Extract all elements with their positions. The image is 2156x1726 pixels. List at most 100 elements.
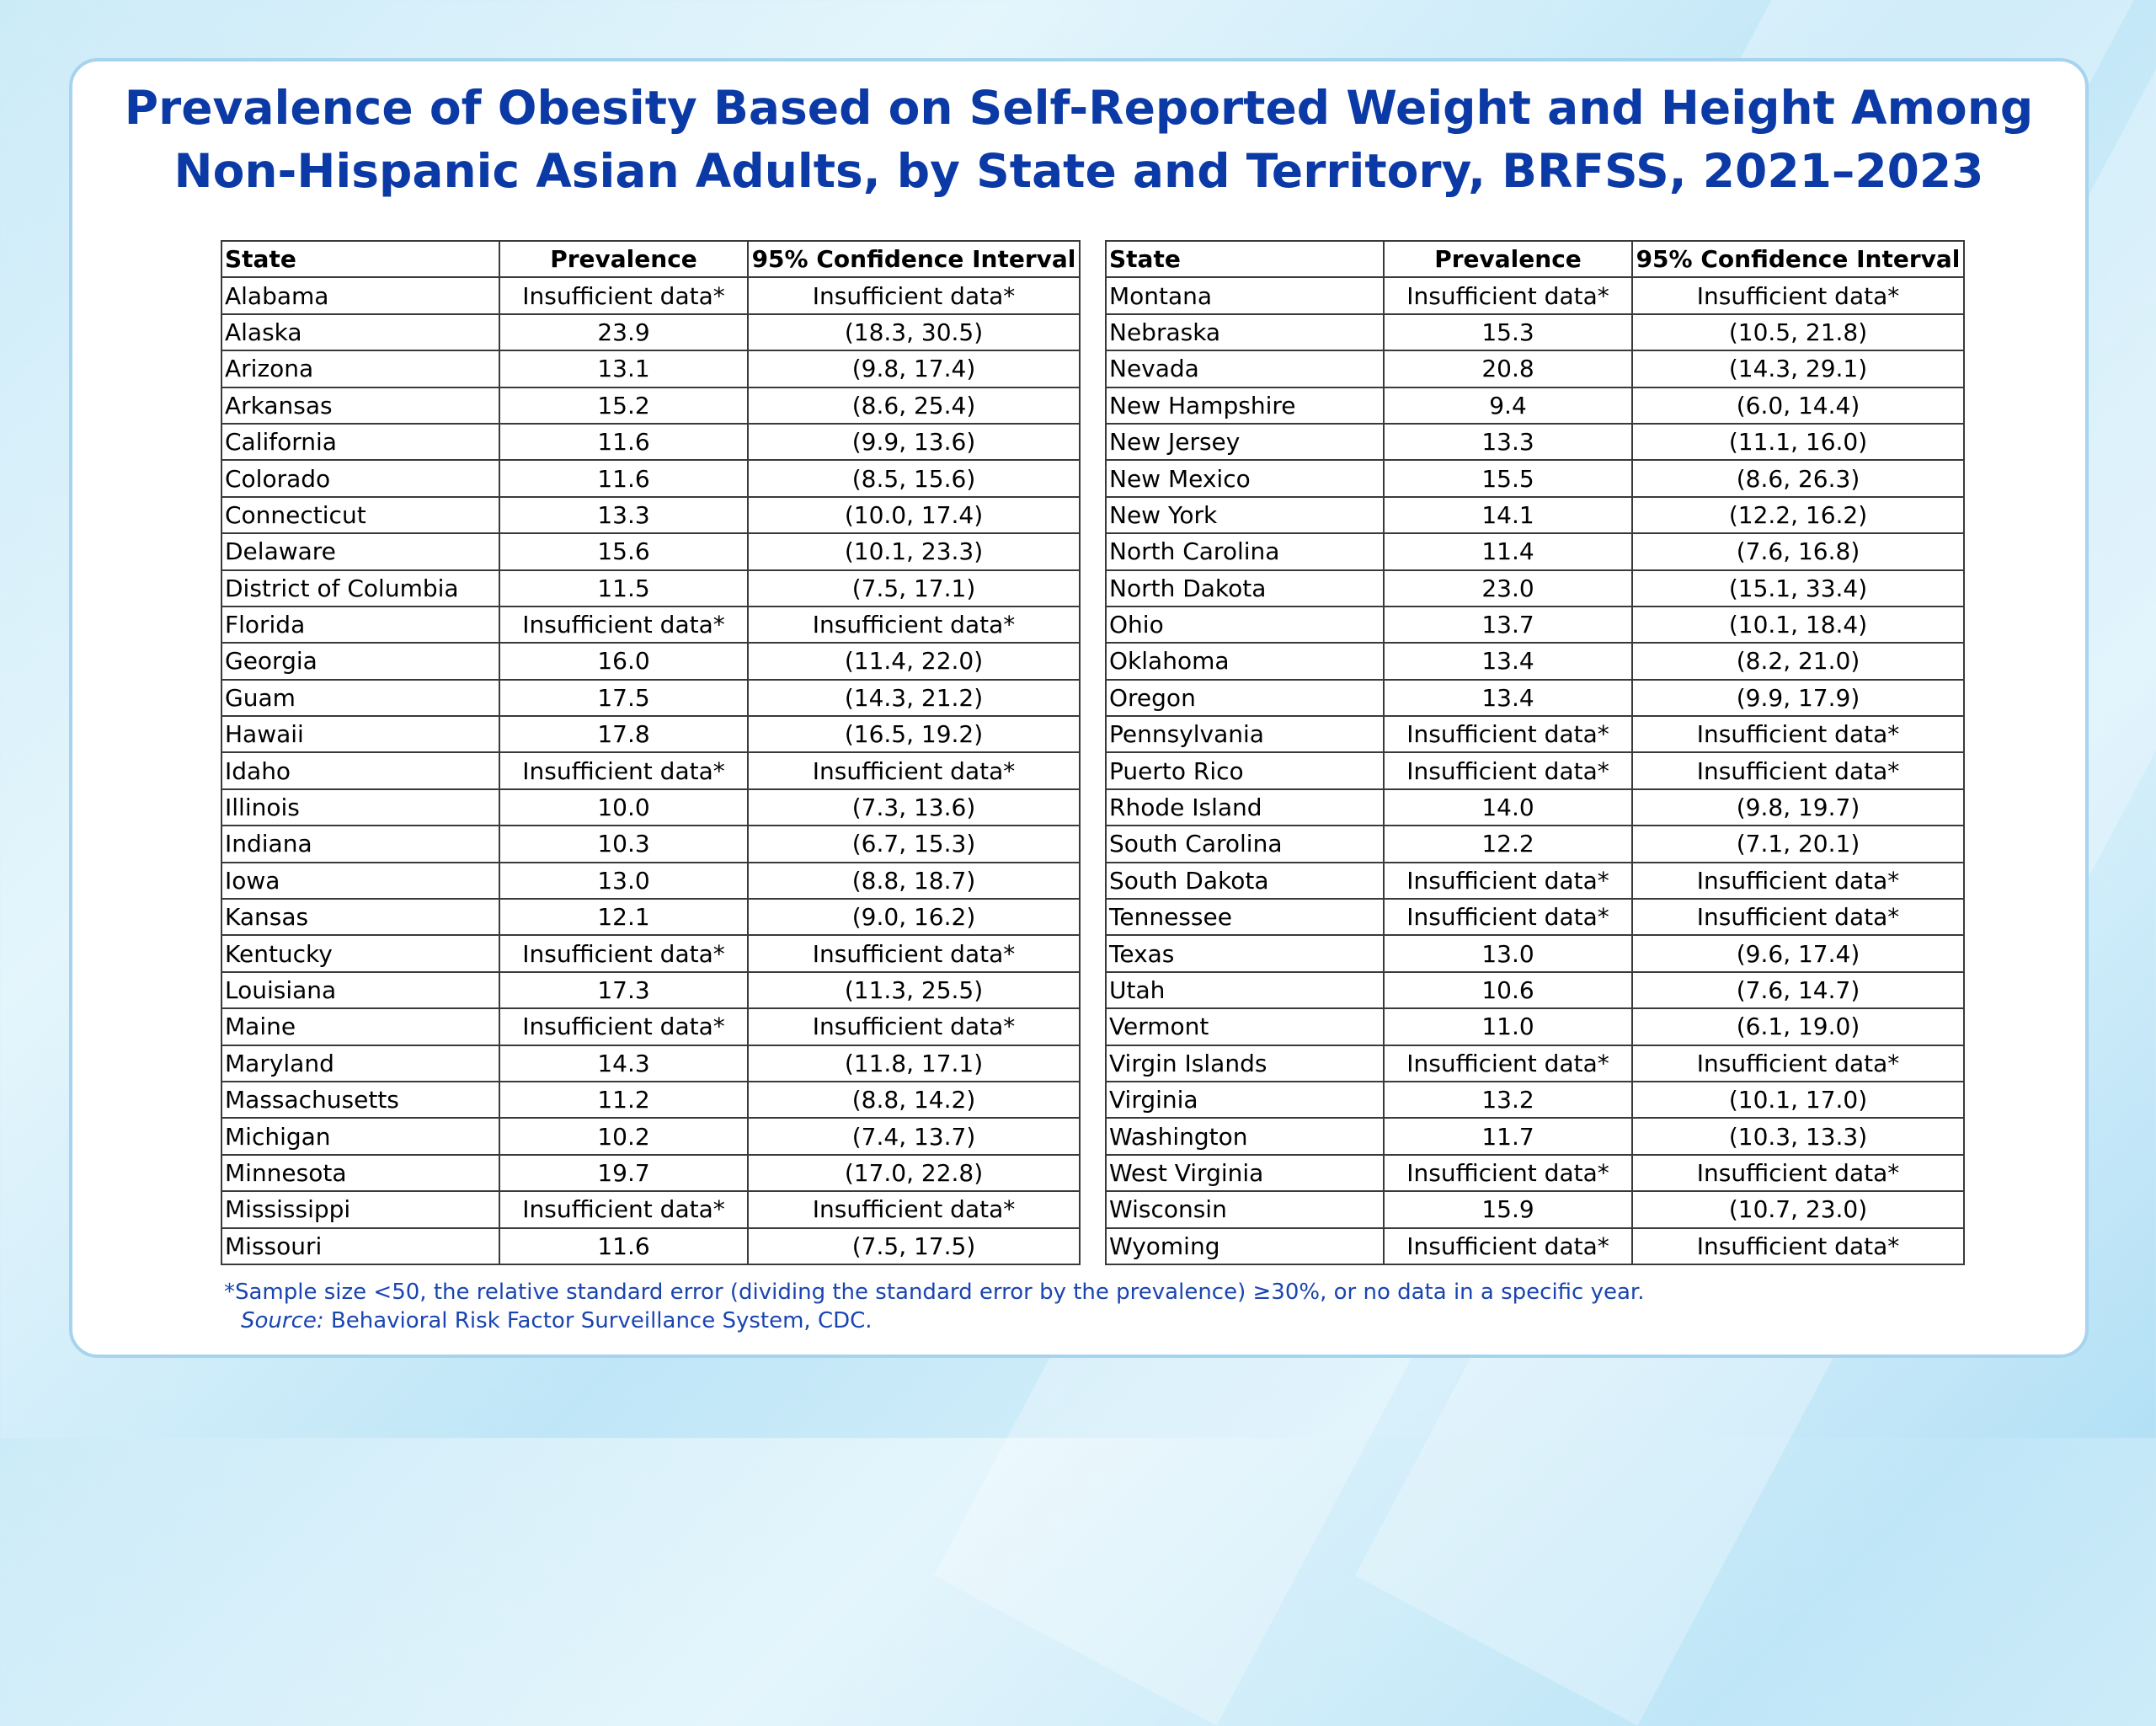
- table-row: Ohio 13.7 (10.1, 18.4): [1105, 605, 1965, 644]
- ci-cell: (7.5, 17.5): [747, 1226, 1081, 1265]
- state-cell: Connecticut: [221, 495, 500, 535]
- state-cell: Idaho: [221, 751, 500, 790]
- right-data-table: State Prevalence 95% Confidence Interval…: [1105, 239, 1965, 1265]
- state-cell: Michigan: [221, 1117, 500, 1156]
- prevalence-cell: Insufficient data*: [1383, 715, 1633, 754]
- prevalence-cell: 14.0: [1383, 788, 1633, 827]
- ci-cell: (8.2, 21.0): [1631, 642, 1965, 681]
- ci-cell: (8.8, 18.7): [747, 861, 1081, 900]
- state-cell: Nevada: [1105, 350, 1385, 388]
- ci-cell: (11.8, 17.1): [747, 1044, 1081, 1082]
- prevalence-cell: 13.3: [1383, 422, 1633, 462]
- table-row: South Dakota Insufficient data* Insufficie…: [1105, 861, 1965, 900]
- ci-cell: (14.3, 29.1): [1631, 350, 1965, 388]
- state-cell: Ohio: [1105, 605, 1385, 644]
- state-cell: Wisconsin: [1105, 1190, 1385, 1229]
- prevalence-cell: 11.6: [499, 459, 749, 498]
- state-cell: West Virginia: [1105, 1153, 1385, 1193]
- table-row: Michigan 10.2 (7.4, 13.7): [221, 1117, 1081, 1156]
- table-row: Oklahoma 13.4 (8.2, 21.0): [1105, 642, 1965, 681]
- table-row: Illinois 10.0 (7.3, 13.6): [221, 788, 1081, 827]
- prevalence-cell: Insufficient data*: [1383, 1044, 1633, 1082]
- prevalence-cell: Insufficient data*: [1383, 898, 1633, 937]
- ci-cell: (15.1, 33.4): [1631, 569, 1965, 607]
- prevalence-cell: 10.0: [499, 788, 749, 827]
- table-row: North Dakota 23.0 (15.1, 33.4): [1105, 569, 1965, 607]
- ci-cell: (9.9, 13.6): [747, 422, 1081, 462]
- state-cell: Colorado: [221, 459, 500, 498]
- prevalence-cell: 11.0: [1383, 1007, 1633, 1046]
- prevalence-cell: 23.0: [1383, 569, 1633, 607]
- state-cell: Montana: [1105, 276, 1385, 315]
- table-row: Missouri 11.6 (7.5, 17.5): [221, 1226, 1081, 1265]
- state-cell: Florida: [221, 605, 500, 644]
- prevalence-cell: Insufficient data*: [1383, 276, 1633, 315]
- ci-cell: (16.5, 19.2): [747, 715, 1081, 754]
- table-row: Rhode Island 14.0 (9.8, 19.7): [1105, 788, 1965, 827]
- left-data-table: State Prevalence 95% Confidence Interval…: [221, 239, 1081, 1265]
- prevalence-cell: 20.8: [1383, 350, 1633, 388]
- ci-cell: (14.3, 21.2): [747, 678, 1081, 718]
- table-row: Puerto Rico Insufficient data* Insufficien…: [1105, 751, 1965, 790]
- prevalence-cell: 14.1: [1383, 495, 1633, 535]
- state-cell: New Mexico: [1105, 459, 1385, 498]
- state-cell: Wyoming: [1105, 1226, 1385, 1265]
- table-row: West Virginia Insufficient data* Insuffici…: [1105, 1153, 1965, 1193]
- prevalence-cell: 15.9: [1383, 1190, 1633, 1229]
- state-cell: Kentucky: [221, 934, 500, 973]
- ci-cell: (8.6, 25.4): [747, 386, 1081, 425]
- table-row: Nebraska 15.3 (10.5, 21.8): [1105, 313, 1965, 352]
- ci-cell: Insufficient data*: [747, 276, 1081, 315]
- state-cell: New Hampshire: [1105, 386, 1385, 425]
- state-column-header: State: [1105, 239, 1385, 279]
- ci-cell: (10.1, 23.3): [747, 532, 1081, 571]
- state-cell: Tennessee: [1105, 898, 1385, 937]
- prevalence-column-header: Prevalence: [499, 239, 749, 279]
- ci-cell: Insufficient data*: [1631, 1153, 1965, 1193]
- table-row: Wyoming Insufficient data* Insufficient da…: [1105, 1226, 1965, 1265]
- footnote: *Sample size <50, the relative standard …: [224, 1280, 1645, 1305]
- table-row: Minnesota 19.7 (17.0, 22.8): [221, 1153, 1081, 1193]
- ci-cell: Insufficient data*: [747, 751, 1081, 790]
- prevalence-cell: 13.0: [1383, 934, 1633, 973]
- prevalence-cell: 10.2: [499, 1117, 749, 1156]
- ci-cell: (9.6, 17.4): [1631, 934, 1965, 973]
- state-cell: Pennsylvania: [1105, 715, 1385, 754]
- state-cell: Puerto Rico: [1105, 751, 1385, 790]
- prevalence-cell: Insufficient data*: [1383, 1226, 1633, 1265]
- state-cell: Hawaii: [221, 715, 500, 754]
- prevalence-cell: 11.5: [499, 569, 749, 607]
- prevalence-cell: Insufficient data*: [1383, 1153, 1633, 1193]
- ci-cell: (10.1, 17.0): [1631, 1080, 1965, 1119]
- ci-cell: Insufficient data*: [747, 605, 1081, 644]
- prevalence-cell: 10.3: [499, 825, 749, 863]
- prevalence-cell: 11.2: [499, 1080, 749, 1119]
- ci-cell: (18.3, 30.5): [747, 313, 1081, 352]
- state-cell: Guam: [221, 678, 500, 718]
- ci-cell: Insufficient data*: [1631, 751, 1965, 790]
- table-row: New Hampshire 9.4 (6.0, 14.4): [1105, 386, 1965, 425]
- ci-cell: (10.1, 18.4): [1631, 605, 1965, 644]
- table-row: Vermont 11.0 (6.1, 19.0): [1105, 1007, 1965, 1046]
- prevalence-cell: 19.7: [499, 1153, 749, 1193]
- table-row: Idaho Insufficient data* Insufficient data…: [221, 751, 1081, 790]
- ci-cell: (9.9, 17.9): [1631, 678, 1965, 718]
- table-row: Connecticut 13.3 (10.0, 17.4): [221, 495, 1081, 535]
- table-row: New Jersey 13.3 (11.1, 16.0): [1105, 422, 1965, 462]
- ci-cell: (10.0, 17.4): [747, 495, 1081, 535]
- prevalence-cell: Insufficient data*: [1383, 861, 1633, 900]
- table-row: Guam 17.5 (14.3, 21.2): [221, 678, 1081, 718]
- prevalence-cell: 17.5: [499, 678, 749, 718]
- ci-cell: Insufficient data*: [747, 1190, 1081, 1229]
- table-row: Maine Insufficient data* Insufficient data…: [221, 1007, 1081, 1046]
- table-header-row: State Prevalence 95% Confidence Interval: [221, 239, 1081, 279]
- state-cell: New York: [1105, 495, 1385, 535]
- prevalence-cell: Insufficient data*: [499, 276, 749, 315]
- table-row: Nevada 20.8 (14.3, 29.1): [1105, 350, 1965, 388]
- state-cell: Virgin Islands: [1105, 1044, 1385, 1082]
- page-title: Prevalence of Obesity Based on Self-Repo…: [72, 77, 2085, 203]
- state-cell: California: [221, 422, 500, 462]
- prevalence-cell: 15.5: [1383, 459, 1633, 498]
- title-line-2: Non-Hispanic Asian Adults, by State and …: [173, 144, 1984, 198]
- prevalence-cell: 15.3: [1383, 313, 1633, 352]
